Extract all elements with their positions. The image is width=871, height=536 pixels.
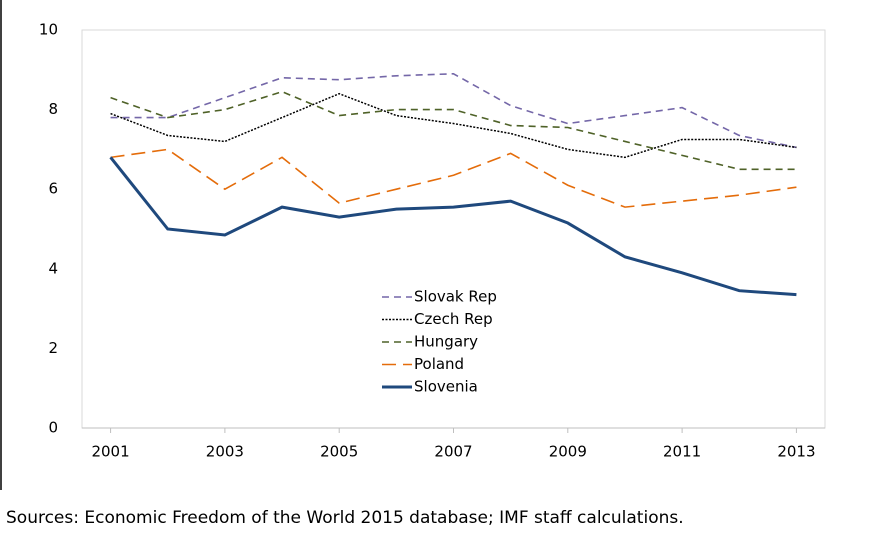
x-tick-label: 2007: [434, 443, 472, 461]
y-tick-label: 4: [48, 259, 58, 277]
series-line: [110, 92, 797, 159]
x-tick-label: 2005: [320, 443, 358, 461]
x-tick-label: 2001: [91, 443, 129, 461]
y-tick-label: 8: [48, 100, 58, 118]
legend-label: Poland: [414, 355, 464, 373]
legend-label: Hungary: [414, 333, 478, 351]
x-tick-label: 2013: [777, 443, 815, 461]
source-note: Sources: Economic Freedom of the World 2…: [6, 508, 684, 528]
x-tick-label: 2003: [206, 443, 244, 461]
legend-label: Czech Rep: [414, 310, 493, 328]
series-line: [110, 90, 797, 171]
x-tick-label: 2009: [549, 443, 587, 461]
series-line: [110, 72, 797, 149]
y-tick-label: 6: [48, 180, 58, 198]
y-tick-label: 10: [39, 21, 58, 39]
y-tick-label: 0: [48, 419, 58, 437]
x-tick-label: 2011: [663, 443, 701, 461]
legend-label: Slovenia: [414, 378, 478, 396]
series-line: [109, 156, 797, 297]
legend-label: Slovak Rep: [414, 288, 497, 306]
series-line: [110, 148, 797, 208]
y-tick-label: 2: [48, 339, 58, 357]
